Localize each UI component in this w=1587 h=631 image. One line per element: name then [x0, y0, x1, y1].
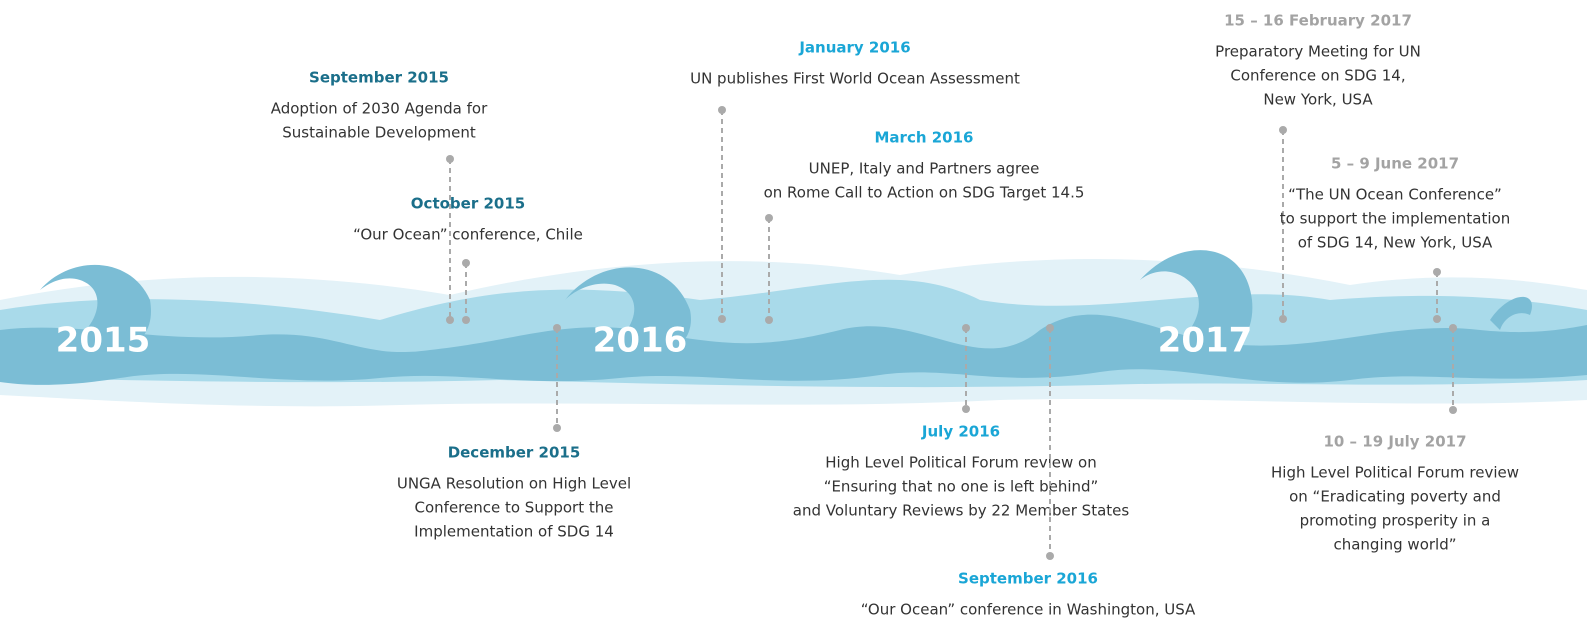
event-date: 5 – 9 June 2017 — [1331, 155, 1459, 173]
connector-dot — [1449, 324, 1457, 332]
event-text: “Ensuring that no one is left behind” — [824, 478, 1099, 496]
connector-dot — [462, 316, 470, 324]
waves — [0, 250, 1587, 406]
year-label: 2015 — [56, 321, 151, 361]
event-date: 15 – 16 February 2017 — [1224, 12, 1412, 30]
connector-dot — [962, 324, 970, 332]
event-text: and Voluntary Reviews by 22 Member State… — [793, 502, 1130, 520]
connector-dot — [446, 155, 454, 163]
event-text: changing world” — [1333, 536, 1456, 554]
event-text: on Rome Call to Action on SDG Target 14.… — [764, 184, 1085, 202]
event-date: 10 – 19 July 2017 — [1323, 433, 1466, 451]
event-text: High Level Political Forum review on — [825, 454, 1096, 472]
connector-dot — [718, 315, 726, 323]
event-text: Sustainable Development — [282, 124, 476, 142]
connector-dot — [1279, 126, 1287, 134]
connector-dot — [1449, 406, 1457, 414]
event-text: “Our Ocean” conference, Chile — [353, 226, 583, 244]
connector-dot — [765, 316, 773, 324]
event-text: UNGA Resolution on High Level — [397, 475, 631, 493]
connector-dot — [553, 324, 561, 332]
event-date: July 2016 — [921, 423, 1000, 441]
year-label: 2016 — [593, 321, 688, 361]
connector-dot — [1046, 324, 1054, 332]
page: 2015 2016 2017 September 2015 Adoption of 20… — [0, 0, 1587, 627]
event-text: “Our Ocean” conference in Washington, US… — [861, 601, 1196, 619]
event-text: Conference to Support the — [415, 499, 614, 517]
connector-dot — [1433, 268, 1441, 276]
connector-dot — [1433, 315, 1441, 323]
event-text: UNEP, Italy and Partners agree — [809, 160, 1040, 178]
event-date: January 2016 — [798, 39, 910, 57]
event-text: Implementation of SDG 14 — [414, 523, 614, 541]
event-date: September 2016 — [958, 570, 1098, 588]
connector-dot — [718, 106, 726, 114]
event-text: “The UN Ocean Conference” — [1288, 186, 1502, 204]
connector-dot — [1046, 552, 1054, 560]
connector-dot — [446, 316, 454, 324]
event-text: UN publishes First World Ocean Assessmen… — [690, 70, 1020, 88]
connector-dot — [553, 424, 561, 432]
event-date: September 2015 — [309, 69, 449, 87]
event-date: December 2015 — [448, 444, 581, 462]
timeline: 2015 2016 2017 September 2015 Adoption of 20… — [0, 0, 1587, 627]
event-text: Adoption of 2030 Agenda for — [271, 100, 488, 118]
event-text: of SDG 14, New York, USA — [1298, 234, 1493, 252]
connector-dot — [962, 405, 970, 413]
year-label: 2017 — [1158, 321, 1253, 361]
event-text: promoting prosperity in a — [1300, 512, 1491, 530]
event-text: Conference on SDG 14, — [1230, 67, 1405, 85]
event-text: to support the implementation — [1280, 210, 1510, 228]
event-text: on “Eradicating poverty and — [1289, 488, 1501, 506]
event-date: October 2015 — [411, 195, 525, 213]
event-date: March 2016 — [875, 129, 974, 147]
connector-dot — [765, 214, 773, 222]
event-text: High Level Political Forum review — [1271, 464, 1519, 482]
event-text: Preparatory Meeting for UN — [1215, 43, 1421, 61]
event-text: New York, USA — [1263, 91, 1373, 109]
connector-dot — [462, 259, 470, 267]
connector-dot — [1279, 315, 1287, 323]
